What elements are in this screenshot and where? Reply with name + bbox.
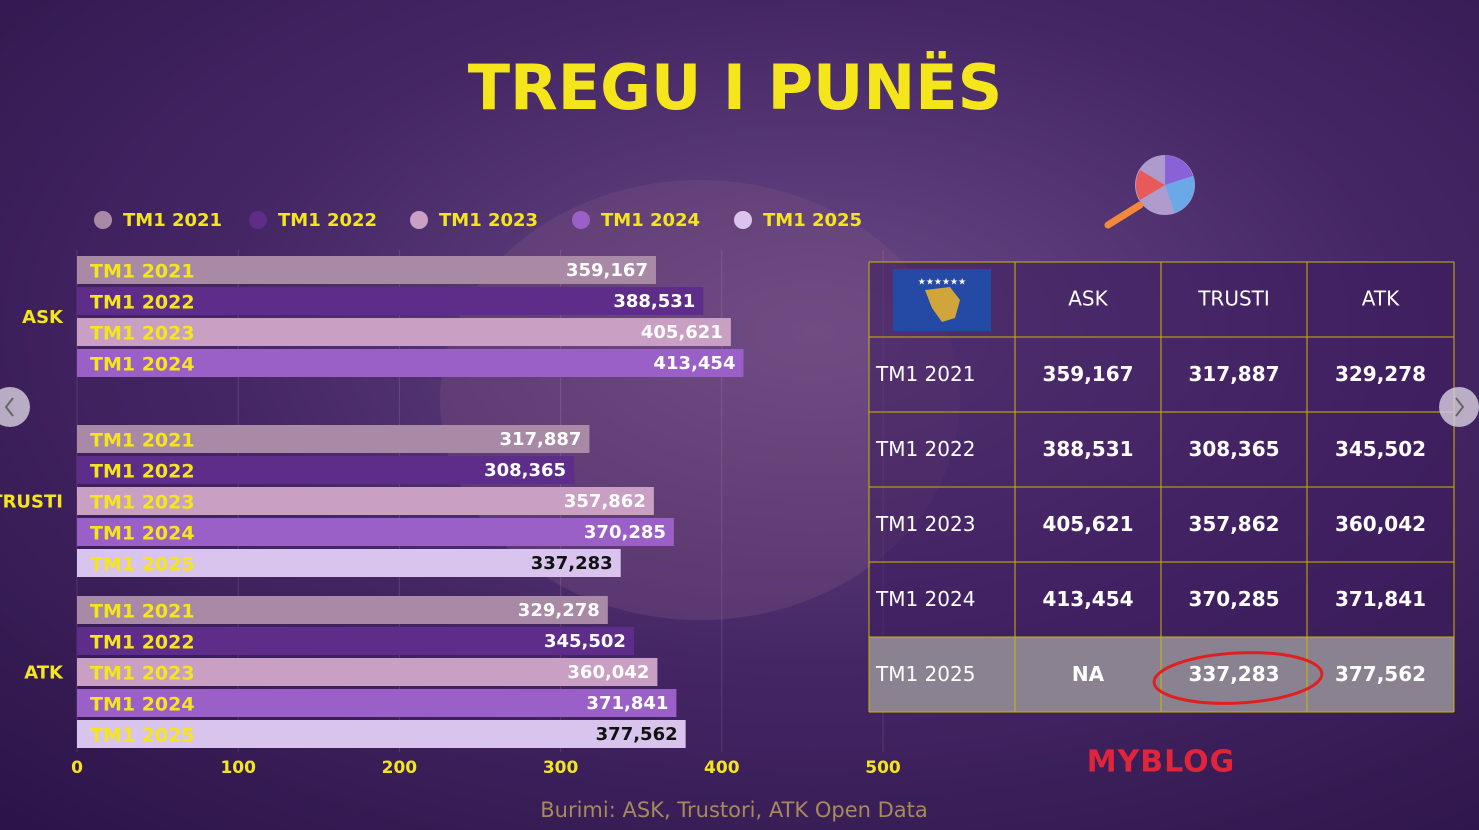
table-cell: 329,278 [1335,362,1426,386]
bar [77,287,704,315]
table-cell: 388,531 [1042,437,1133,461]
bar [77,487,654,515]
prev-button[interactable] [0,387,30,427]
flag-stars: ★★★★★★ [918,278,966,288]
bar [77,349,744,377]
table-cell: 359,167 [1042,362,1133,386]
legend-label: TM1 2023 [439,210,538,231]
bar [77,456,575,484]
category-label: ASK [22,307,64,328]
next-button[interactable] [1439,387,1479,427]
table-cell: 360,042 [1335,512,1426,536]
logo: MYBLOG [1087,745,1236,780]
highlight-circle [1152,651,1324,705]
value-label: 329,278 [518,600,600,621]
value-label: 371,841 [586,693,668,714]
table-cell: 371,841 [1335,587,1426,611]
value-label: 360,042 [567,662,649,683]
row-header: TM1 2021 [875,362,975,386]
bar-series-label: TM1 2021 [90,430,195,452]
bar-series-label: TM1 2021 [90,261,195,283]
value-label: 337,283 [531,553,613,574]
value-label: 308,365 [484,460,566,481]
table-cell: 317,887 [1188,362,1279,386]
table-cell: 337,283 [1188,662,1279,686]
value-label: 405,621 [641,322,723,343]
bar [77,518,674,546]
category-label: TRUSTI [0,492,63,513]
value-label: 357,862 [564,491,646,512]
table: ★★★★★★ ASK TRUSTI ATK TM1 2021 359,167 317,88… [868,261,1455,713]
bar-series-label: TM1 2023 [90,323,195,345]
legend-label: TM1 2025 [763,210,862,231]
bar [77,627,634,655]
bar-series-label: TM1 2024 [90,523,195,545]
value-label: 388,531 [613,291,695,312]
table-cell: 345,502 [1335,437,1426,461]
bar [77,596,608,624]
column-header: ASK [1068,287,1108,311]
column-header: ATK [1362,287,1400,311]
legend-swatch [249,211,267,229]
value-label: 359,167 [566,260,648,281]
value-label: 345,502 [544,631,626,652]
column-header: TRUSTI [1197,287,1270,311]
x-tick-label: 400 [704,758,740,778]
table-cell: 308,365 [1188,437,1279,461]
bar [77,720,686,748]
legend-swatch [734,211,752,229]
table-cell: 370,285 [1188,587,1279,611]
table-cell: NA [1072,662,1105,686]
bar-series-label: TM1 2022 [90,632,195,654]
bar [77,256,656,284]
bar-series-label: TM1 2025 [90,725,195,747]
legend-label: TM1 2022 [278,210,377,231]
bar-series-label: TM1 2024 [90,694,195,716]
bar-chart: 0 100 200 300 400 500 TM1 2021 TM1 2022 TM1 2023… [0,210,901,778]
x-tick-label: 0 [71,758,83,778]
x-tick-label: 100 [220,758,256,778]
bar [77,658,658,686]
table-cell: 405,621 [1042,512,1133,536]
legend-swatch [410,211,428,229]
table-cell: 413,454 [1042,587,1133,611]
row-header: TM1 2023 [875,512,975,536]
category-label: ATK [24,663,64,684]
x-tick-label: 200 [382,758,418,778]
flag-map [925,287,960,322]
row-header: TM1 2025 [875,662,975,686]
bar [77,425,590,453]
row-header: TM1 2022 [875,437,975,461]
value-label: 370,285 [584,522,666,543]
value-label: 413,454 [654,353,736,374]
bar-series-label: TM1 2023 [90,663,195,685]
legend-swatch [94,211,112,229]
source: Burimi: ASK, Trustori, ATK Open Data [540,798,928,822]
legend-swatch [572,211,590,229]
value-label: 317,887 [499,429,581,450]
x-tick-label: 500 [865,758,901,778]
legend-label: TM1 2024 [601,210,700,231]
bar [77,689,677,717]
bar-series-label: TM1 2022 [90,461,195,483]
bar-series-label: TM1 2023 [90,492,195,514]
table-cell: 377,562 [1335,662,1426,686]
bar [77,549,621,577]
title: TREGU I PUNËS [468,51,1003,124]
bar-series-label: TM1 2022 [90,292,195,314]
bar-series-label: TM1 2024 [90,354,195,376]
x-tick-label: 300 [543,758,579,778]
row-header: TM1 2024 [875,587,975,611]
table-cell: 357,862 [1188,512,1279,536]
value-label: 377,562 [596,724,678,745]
bar-series-label: TM1 2025 [90,554,195,576]
bar [77,318,731,346]
bar-series-label: TM1 2021 [90,601,195,623]
chart-icon [1104,155,1195,229]
legend-label: TM1 2021 [123,210,222,231]
